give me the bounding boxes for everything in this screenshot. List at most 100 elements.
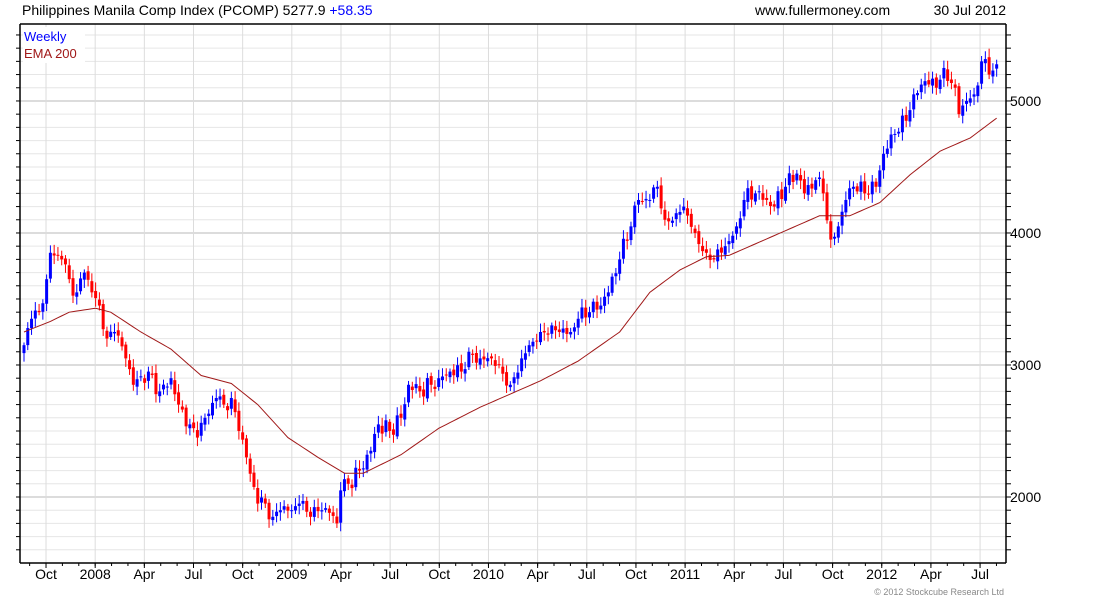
candle-up (621, 238, 625, 259)
candle-up (203, 417, 207, 425)
candle-up (456, 365, 460, 378)
candle-up (965, 100, 968, 104)
candle-up (968, 98, 972, 103)
candle-up (633, 205, 637, 228)
candle-down (772, 204, 776, 207)
candle-up (742, 199, 746, 217)
candle-down (226, 406, 230, 411)
candle-down (505, 372, 509, 386)
candle-up (169, 378, 173, 385)
candle-down (693, 228, 697, 233)
candle-down (399, 413, 403, 418)
candle-up (746, 188, 750, 202)
candle-down (689, 213, 693, 227)
y-tick-label: 4000 (1010, 225, 1041, 241)
candle-down (67, 265, 71, 280)
candle-up (674, 213, 678, 220)
x-tick-label: 2012 (866, 566, 897, 582)
candle-down (565, 327, 569, 334)
candle-up (538, 331, 542, 343)
candle-down (116, 330, 120, 336)
chart-date: 30 Jul 2012 (934, 2, 1007, 18)
candle-down (154, 372, 158, 395)
candle-down (305, 500, 309, 512)
candle-down (482, 356, 486, 360)
candle-up (848, 188, 852, 200)
candle-up (486, 358, 490, 362)
candle-down (335, 516, 339, 524)
candle-down (489, 356, 493, 359)
candle-up (878, 170, 882, 187)
website-label[interactable]: www.fullermoney.com (754, 2, 890, 18)
candle-down (780, 189, 784, 200)
candle-down (855, 186, 859, 192)
x-tick-label: 2009 (276, 566, 307, 582)
candle-down (821, 178, 825, 194)
candle-down (535, 340, 539, 342)
candle-down (350, 484, 354, 489)
candle-down (222, 394, 226, 405)
candle-down (60, 255, 64, 260)
x-tick-label: 2010 (473, 566, 504, 582)
candle-down (184, 407, 188, 427)
candle-down (97, 299, 101, 306)
candle-up (723, 246, 727, 255)
candle-up (889, 134, 893, 149)
candle-up (678, 211, 682, 215)
candle-down (546, 333, 550, 335)
candle-down (704, 249, 708, 253)
y-tick-label: 2000 (1010, 489, 1041, 505)
candle-up (437, 378, 441, 387)
candle-up (22, 345, 26, 354)
candle-down (90, 281, 94, 293)
x-tick-label: Apr (133, 566, 155, 582)
candle-up (938, 79, 942, 90)
candle-down (286, 506, 290, 511)
x-tick-label: 2011 (670, 566, 700, 582)
candle-up (75, 292, 79, 297)
y-tick-label: 5000 (1010, 93, 1041, 109)
candle-up (648, 199, 652, 201)
chart-title: Philippines Manila Comp Index (PCOMP) 52… (22, 2, 373, 18)
candle-up (652, 187, 656, 199)
candle-down (195, 430, 199, 438)
candle-down (927, 80, 931, 85)
candle-up (840, 211, 844, 226)
candle-up (146, 371, 150, 381)
candle-up (278, 510, 282, 513)
candle-down (701, 245, 705, 252)
candle-down (768, 201, 772, 207)
candle-down (667, 218, 671, 222)
ema-200-line (23, 117, 997, 474)
change-value: +58.35 (329, 2, 372, 18)
candle-down (934, 77, 938, 88)
candle-down (71, 278, 75, 296)
candle-down (380, 425, 384, 434)
candle-up (655, 186, 659, 189)
candle-up (727, 241, 731, 245)
candle-up (976, 85, 980, 97)
candle-down (640, 200, 644, 202)
candle-up (339, 490, 343, 523)
candle-up (614, 273, 618, 277)
candle-up (229, 397, 233, 409)
x-tick-label: Oct (625, 566, 647, 582)
candle-up (882, 153, 886, 171)
candle-down (233, 399, 237, 413)
candle-down (712, 258, 716, 260)
candle-down (150, 373, 154, 375)
x-tick-label: Jul (381, 566, 399, 582)
candle-up (572, 327, 576, 332)
candle-down (56, 254, 60, 256)
candle-up (618, 259, 622, 274)
candle-up (784, 186, 788, 201)
candle-down (331, 512, 335, 516)
candle-down (86, 271, 90, 280)
candle-down (410, 386, 414, 391)
candle-up (211, 402, 214, 416)
candle-down (346, 478, 350, 484)
candle-down (863, 181, 867, 194)
candle-down (459, 363, 463, 372)
candle-up (260, 497, 264, 503)
candle-down (765, 197, 769, 200)
